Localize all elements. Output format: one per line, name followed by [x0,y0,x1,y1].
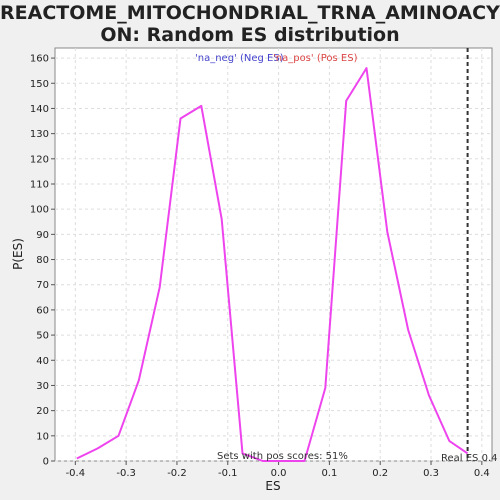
x-tick-label: -0.4 [66,468,86,479]
plot-area [54,47,493,462]
y-tick-label: 120 [30,154,49,165]
y-tick-label: 20 [36,406,49,417]
y-tick-label: 40 [36,356,49,367]
y-tick-label: 100 [30,205,49,216]
y-tick-label: 50 [36,331,49,342]
y-tick-label: 80 [36,255,49,266]
y-axis-label: P(ES) [11,238,25,270]
grid [55,48,492,462]
series-group [76,67,469,462]
y-tick-label: 130 [30,129,49,140]
y-tick-label: 140 [30,104,49,115]
x-tick-label: 0.0 [271,468,287,479]
y-tick-label: 110 [30,179,49,190]
x-tick-label: 0.4 [474,468,490,479]
y-tick-label: 60 [36,305,49,316]
legend-pos: 'na_pos' (Pos ES) [273,53,358,64]
axis-ticks: 0 10 20 30 40 50 60 70 80 90 100 110 120 130 140 150 160… [30,54,490,479]
x-tick-label: 0.1 [321,468,337,479]
y-tick-label: 160 [30,54,49,65]
x-tick-label: 0.3 [423,468,439,479]
x-axis-label: ES [265,479,280,493]
y-tick-label: 0 [43,457,49,468]
y-tick-label: 150 [30,79,49,90]
x-tick-label: -0.3 [116,468,136,479]
x-tick-label: 0.2 [372,468,388,479]
x-tick-label: -0.2 [167,468,187,479]
chart-title-line-2: ON: Random ES distribution [100,24,400,46]
legend-neg: 'na_neg' (Neg ES) [195,53,284,64]
y-tick-label: 10 [36,431,49,442]
chart-title-line-1: REACTOME_MITOCHONDRIAL_TRNA_AMINOACYLATI [0,2,500,24]
pos-scores-annotation: Sets with pos scores: 51% [217,451,348,462]
y-tick-label: 90 [36,230,49,241]
x-tick-label: -0.1 [218,468,238,479]
real-es-annotation: Real ES 0.4 [441,453,497,464]
series-line [76,67,469,462]
chart-title: REACTOME_MITOCHONDRIAL_TRNA_AMINOACYLATI… [0,2,500,46]
y-tick-label: 30 [36,381,49,392]
y-tick-label: 70 [36,280,49,291]
